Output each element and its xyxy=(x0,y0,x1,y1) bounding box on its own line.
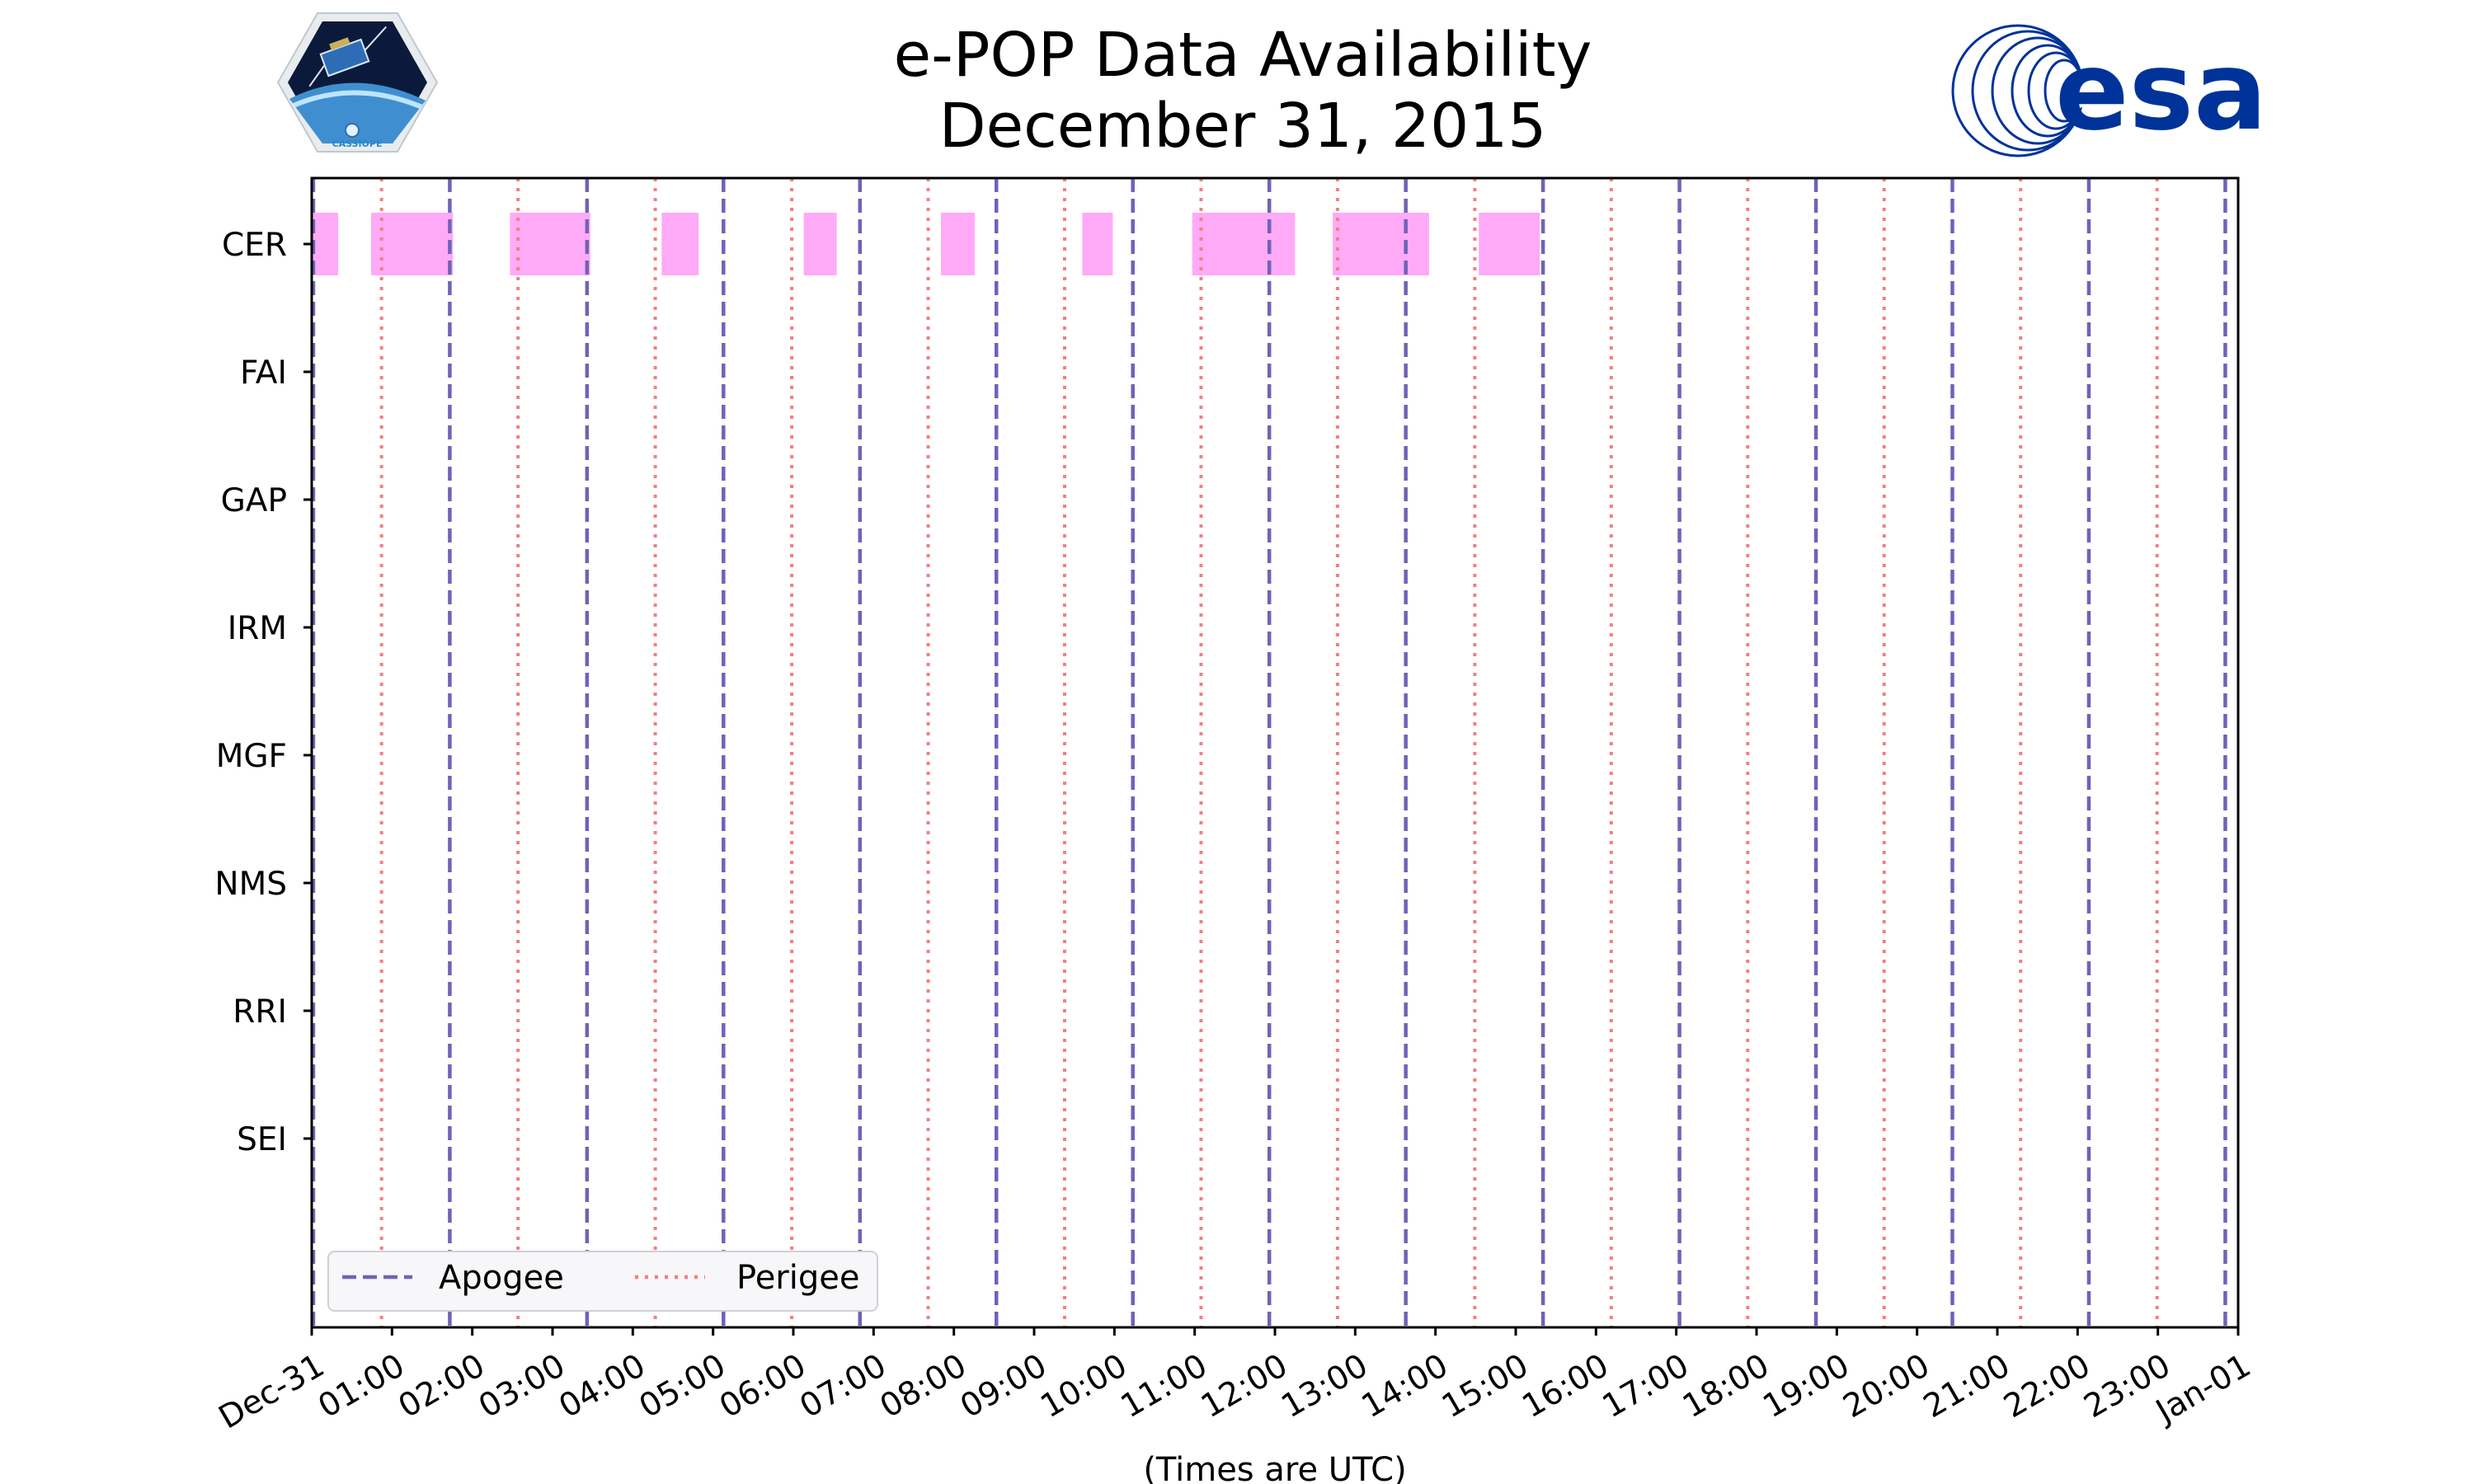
cassiope-logo-text: CASSIOPE xyxy=(332,139,383,149)
x-tick-label-5: 04:00 xyxy=(553,1347,651,1425)
x-tick-label-18: 17:00 xyxy=(1597,1347,1696,1425)
x-tick-label-11: 10:00 xyxy=(1034,1347,1133,1425)
x-tick-label-1: Dec-31 xyxy=(213,1347,331,1437)
x-tick-label-10: 09:00 xyxy=(954,1347,1053,1425)
y-tick-label-fai: FAI xyxy=(240,355,287,392)
esa-logo-text: esa xyxy=(2055,28,2267,155)
cassiope-logo: CASSIOPE xyxy=(276,12,439,153)
x-tick-label-6: 05:00 xyxy=(633,1347,732,1425)
x-tick-label-15: 14:00 xyxy=(1356,1347,1455,1425)
x-tick-label-21: 20:00 xyxy=(1837,1347,1936,1425)
legend-perigee-label: Perigee xyxy=(736,1259,859,1297)
y-axis: CER FAI GAP IRM MGF NMS RRI SEI xyxy=(214,227,312,1158)
x-tick-label-19: 18:00 xyxy=(1677,1347,1776,1425)
y-tick-label-nms: NMS xyxy=(214,866,287,903)
plot-area xyxy=(311,178,2227,1327)
availability-bar-cer-3 xyxy=(510,213,590,275)
legend: Apogee Perigee xyxy=(327,1251,878,1312)
x-tick-label-23: 22:00 xyxy=(1997,1347,2096,1425)
x-tick-label-4: 03:00 xyxy=(473,1347,571,1425)
x-tick-label-3: 02:00 xyxy=(393,1347,492,1425)
y-tick-label-gap: GAP xyxy=(221,482,287,519)
chart-title-line-2: December 31, 2015 xyxy=(939,91,1547,162)
availability-bar-cer-4 xyxy=(661,213,699,275)
x-tick-label-8: 07:00 xyxy=(793,1347,892,1425)
availability-bar-cer-6 xyxy=(941,213,975,275)
availability-bar-cer-7 xyxy=(1082,213,1113,275)
x-tick-label-20: 19:00 xyxy=(1757,1347,1856,1425)
x-tick-label-16: 15:00 xyxy=(1436,1347,1535,1425)
x-tick-label-14: 13:00 xyxy=(1275,1347,1374,1425)
plot-frame xyxy=(310,176,2240,1329)
y-tick-label-irm: IRM xyxy=(228,610,287,647)
x-tick-label-9: 08:00 xyxy=(874,1347,973,1425)
legend-box xyxy=(327,1251,878,1312)
y-tick-label-sei: SEI xyxy=(237,1121,287,1158)
availability-bar-cer-1 xyxy=(312,213,339,275)
y-tick-label-mgf: MGF xyxy=(216,738,287,775)
x-axis: Dec-3101:0002:0003:0004:0005:0006:0007:0… xyxy=(213,1327,2257,1436)
y-tick-label-cer: CER xyxy=(222,227,287,264)
availability-bar-cer-9 xyxy=(1333,213,1429,275)
legend-apogee-label: Apogee xyxy=(439,1259,564,1297)
x-tick-label-17: 16:00 xyxy=(1516,1347,1615,1425)
availability-bar-cer-8 xyxy=(1192,213,1296,275)
x-tick-label-2: 01:00 xyxy=(312,1347,411,1425)
x-tick-label-13: 12:00 xyxy=(1195,1347,1294,1425)
y-tick-label-rri: RRI xyxy=(233,993,287,1031)
chart-title-line-1: e-POP Data Availability xyxy=(894,20,1592,91)
availability-bar-cer-10 xyxy=(1479,213,1540,275)
esa-logo: esa xyxy=(1951,24,2267,157)
x-tick-label-7: 06:00 xyxy=(713,1347,812,1425)
x-tick-label-22: 21:00 xyxy=(1917,1347,2016,1425)
x-tick-label-12: 11:00 xyxy=(1115,1347,1214,1425)
availability-bar-cer-5 xyxy=(803,213,837,275)
availability-bar-cer-2 xyxy=(371,213,454,275)
x-axis-label: (Times are UTC) xyxy=(1143,1451,1406,1484)
